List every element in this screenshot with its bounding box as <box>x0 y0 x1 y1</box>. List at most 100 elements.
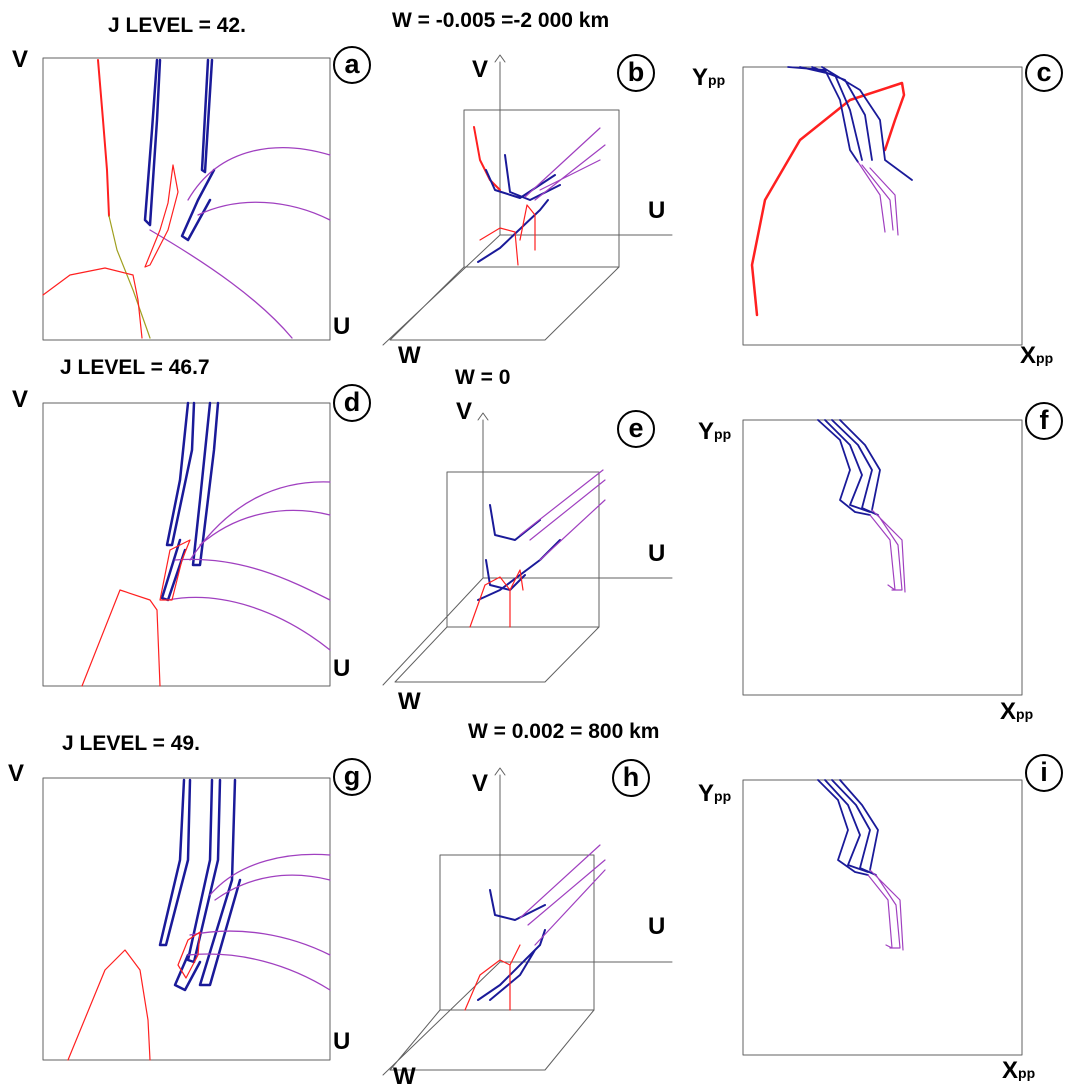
panel-g-blue-branch-1 <box>158 778 192 947</box>
panel-h-floor <box>382 961 595 1076</box>
panel-e-v-label: V <box>456 398 473 425</box>
panel-b-blue-lower <box>477 199 549 263</box>
panel-c-red-curve <box>750 81 906 317</box>
panel-d-u-label: U <box>333 655 351 682</box>
panel-a-purple-curve-2 <box>197 201 331 221</box>
panel-g-purple-curve-1 <box>209 853 331 896</box>
panel-f-y-label: Ypp <box>698 418 732 445</box>
row2-w-label: W = 0 <box>455 366 511 389</box>
panel-a-v-label: V <box>12 46 29 73</box>
panel-h-blue-curves <box>489 889 546 921</box>
panel-i-frame <box>742 779 1023 1056</box>
panel-d-frame <box>42 402 331 687</box>
panel-c-letter: c <box>1025 54 1063 92</box>
panel-e-u-label: U <box>648 540 666 567</box>
panel-a-blue-branch-1 <box>143 58 162 227</box>
panel-c-x-label: Xpp <box>1020 342 1054 369</box>
panel-h-letter: h <box>612 759 650 797</box>
panel-b-blue-curves <box>485 154 561 201</box>
panel-g-letter: g <box>333 758 371 796</box>
panel-h-w-label: W <box>393 1063 416 1090</box>
panel-g-red-arc <box>67 949 151 1061</box>
panel-h-red-lower <box>464 944 521 1011</box>
panel-a-purple-curve-1 <box>187 147 331 201</box>
panel-a-blue-loop <box>180 168 216 242</box>
row1-j-level-label: J LEVEL = 42. <box>108 14 246 37</box>
panel-h-u-label: U <box>648 913 666 940</box>
panel-g-frame <box>42 777 331 1061</box>
panel-f-x-label: Xpp <box>1000 698 1034 725</box>
row1-w-label: W = -0.005 =-2 000 km <box>392 9 610 32</box>
panel-h-axes <box>499 774 673 963</box>
panel-e-box <box>446 471 600 628</box>
panel-e-letter: e <box>617 410 655 448</box>
panel-g-blue-branch-2 <box>186 778 222 964</box>
panel-a-olive-curve <box>108 215 151 339</box>
panel-c-y-label: Ypp <box>692 64 726 91</box>
panel-e-v-arrow <box>477 412 489 421</box>
panel-g-v-label: V <box>8 760 25 787</box>
panel-d-purple-curve-2 <box>199 509 331 546</box>
panel-d-v-label: V <box>12 386 29 413</box>
panel-f-frame <box>742 419 1023 696</box>
panel-i-plot <box>742 779 1023 1056</box>
panel-d-red-arc <box>81 589 161 687</box>
panel-i-purple-curves <box>867 869 904 951</box>
panel-b-box <box>463 109 620 268</box>
panel-a-red-curve <box>97 59 110 217</box>
row3-j-level-label: J LEVEL = 49. <box>62 732 200 755</box>
panel-b-red-lower <box>479 204 536 266</box>
panel-g-purple-curve-3 <box>189 930 331 956</box>
panel-b-u-label: U <box>648 197 666 224</box>
panel-b-letter: b <box>617 54 655 92</box>
panel-d-blue-branch-2 <box>191 401 220 567</box>
panel-b-plot <box>382 54 673 346</box>
panel-a-purple-curve-3 <box>149 229 293 339</box>
panel-d-red-loop <box>159 539 191 601</box>
panel-f-purple-curves <box>869 509 906 593</box>
panel-e-red-lower <box>469 569 524 628</box>
panel-d-purple-curve-4 <box>167 596 331 651</box>
row3-w-label: W = 0.002 = 800 km <box>468 720 660 743</box>
panel-e-plot <box>382 412 673 686</box>
panel-a-u-label: U <box>333 313 351 340</box>
panel-a-red-loop <box>144 164 179 268</box>
panel-b-floor <box>382 234 620 346</box>
panel-a-plot <box>42 57 331 341</box>
panel-f-plot <box>742 419 1023 696</box>
panel-e-blue-curves <box>485 504 541 591</box>
panel-d-purple-curve-1 <box>189 481 331 561</box>
panel-h-v-arrow <box>494 767 506 776</box>
panel-c-frame <box>742 66 1023 346</box>
panel-e-w-label: W <box>398 688 421 715</box>
panel-h-blue-lower <box>477 929 546 1001</box>
panel-g-plot <box>42 777 331 1061</box>
panel-d-letter: d <box>333 384 371 422</box>
panel-h-v-label: V <box>472 770 489 797</box>
panel-b-v-label: V <box>472 56 489 83</box>
panel-d-purple-curve-3 <box>174 558 331 601</box>
panel-f-letter: f <box>1025 402 1063 440</box>
panel-g-purple-curve-4 <box>187 953 331 991</box>
row2-j-level-label: J LEVEL = 46.7 <box>60 356 210 379</box>
panel-c-plot <box>742 66 1023 346</box>
panel-e-blue-lower <box>477 539 561 601</box>
panel-i-blue-curves <box>817 779 879 876</box>
panel-h-plot <box>382 767 673 1076</box>
panel-c-purple-curves <box>857 161 899 236</box>
panel-g-purple-curve-2 <box>214 874 331 901</box>
panel-i-x-label: Xpp <box>1002 1057 1036 1084</box>
panel-b-w-label: W <box>398 342 421 369</box>
panel-c-blue-curves <box>787 66 913 181</box>
panel-a-frame <box>42 57 331 341</box>
panel-h-box <box>439 854 595 1011</box>
panel-f-blue-curves <box>817 419 881 516</box>
panel-g-blue-branch-3 <box>198 778 242 987</box>
panel-d-blue-loop <box>160 538 187 602</box>
panel-g-u-label: U <box>333 1028 351 1055</box>
panel-b-v-arrow <box>494 54 506 63</box>
panel-e-floor <box>382 577 600 686</box>
panel-b-purple-lines <box>524 127 606 201</box>
panel-a-letter: a <box>333 46 371 84</box>
